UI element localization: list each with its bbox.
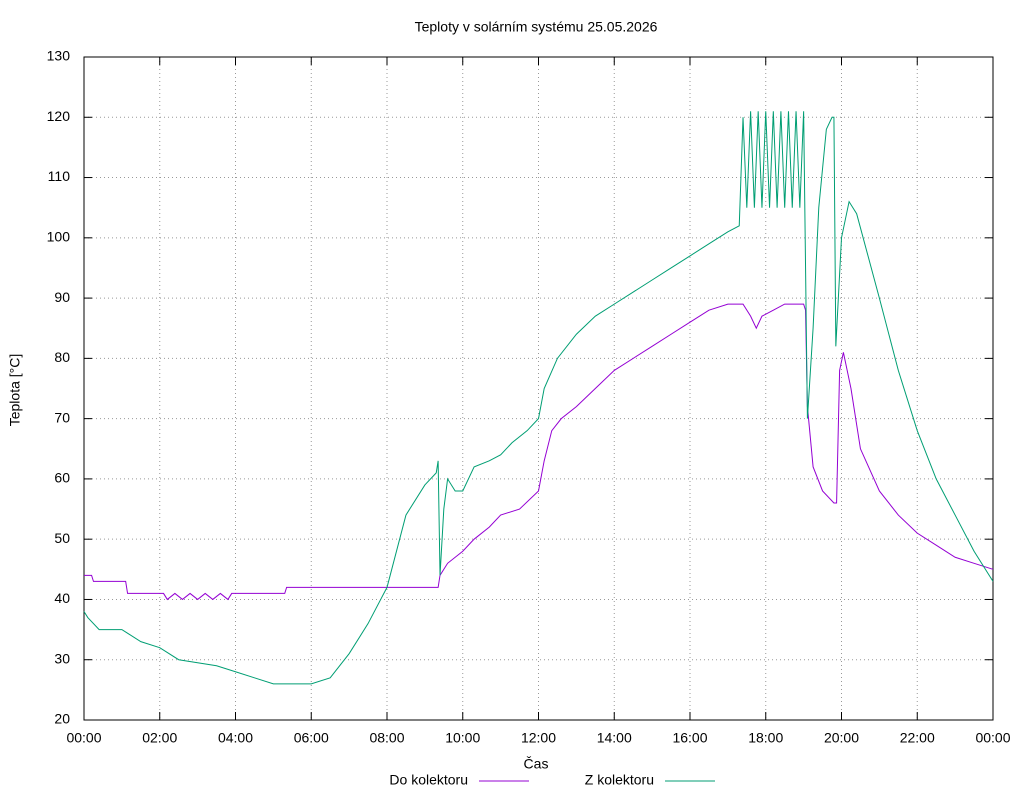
x-tick-label: 00:00 [975, 730, 1010, 746]
y-tick-label: 120 [47, 108, 71, 124]
x-tick-label: 08:00 [369, 730, 404, 746]
y-tick-label: 70 [54, 409, 70, 425]
data-line [84, 303, 994, 601]
y-tick-label: 40 [54, 590, 70, 606]
y-tick-label: 30 [54, 650, 70, 666]
x-tick-label: 06:00 [294, 730, 329, 746]
y-tick-label: 90 [54, 289, 70, 305]
x-tick-label: 14:00 [597, 730, 632, 746]
x-axis-label: Čas [524, 756, 549, 772]
x-tick-label: 22:00 [900, 730, 935, 746]
x-tick-label: 02:00 [142, 730, 177, 746]
y-tick-label: 80 [54, 349, 70, 365]
x-tick-label: 20:00 [824, 730, 859, 746]
y-tick-label: 130 [47, 48, 71, 64]
x-tick-label: 12:00 [521, 730, 556, 746]
x-tick-label: 16:00 [672, 730, 707, 746]
y-axis-label: Teplota [°C] [7, 354, 23, 427]
chart-title: Teploty v solárním systému 25.05.2026 [415, 19, 658, 35]
legend-label: Z kolektoru [585, 772, 654, 788]
data-line [83, 111, 994, 685]
y-tick-label: 50 [54, 530, 70, 546]
x-tick-label: 18:00 [748, 730, 783, 746]
y-tick-label: 60 [54, 470, 70, 486]
y-tick-label: 100 [47, 229, 71, 245]
y-tick-label: 110 [48, 168, 71, 184]
legend-label: Do kolektoru [389, 772, 468, 788]
x-tick-label: 04:00 [218, 730, 253, 746]
y-tick-label: 20 [54, 711, 70, 727]
plot-border [83, 56, 994, 721]
x-tick-label: 10:00 [445, 730, 480, 746]
x-tick-label: 00:00 [66, 730, 101, 746]
